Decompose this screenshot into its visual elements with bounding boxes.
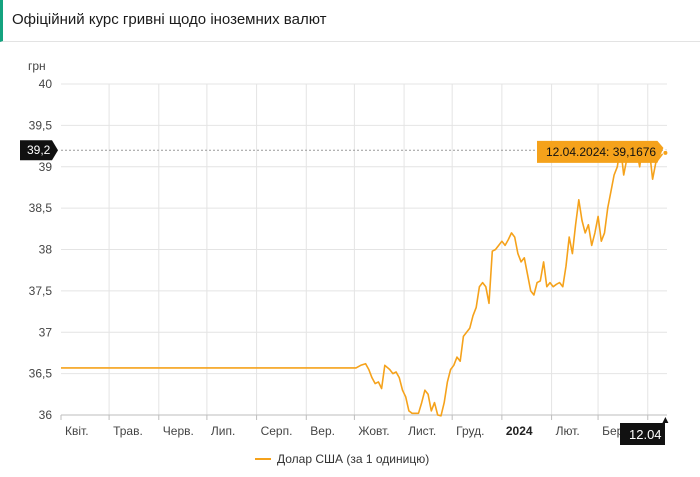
x-tick-label: Квіт. [65,424,89,438]
crosshair-y-value: 39,2 [27,143,51,157]
x-tick-label: Жовт. [358,424,389,438]
page-title: Офіційний курс гривні щодо іноземних вал… [12,11,327,28]
series-line-usd[interactable] [61,141,666,417]
tooltip-box [537,140,664,163]
y-tick-label: 36,5 [29,367,53,381]
y-tick-label: 40 [39,77,53,91]
x-tick-label: Серп. [261,424,293,438]
tooltip-text: 12.04.2024: 39,1676 [546,145,656,159]
y-tick-label: 38,5 [29,201,53,215]
crosshair-x-value: 12.04 [629,427,662,442]
x-tick-label: Груд. [456,424,484,438]
x-tick-label: 2024 [506,424,533,438]
y-tick-label: 37,5 [29,284,53,298]
x-tick-label: Вер. [310,424,335,438]
crosshair-x-badge [620,417,669,445]
y-tick-label: 37 [39,325,53,339]
y-tick-label: 38 [39,243,53,257]
x-tick-label: Лют. [556,424,580,438]
x-tick-label: Трав. [113,424,143,438]
highlight-point[interactable] [662,149,669,156]
y-axis-label: грн [28,59,46,73]
crosshair-y-badge [20,140,58,161]
chart-container: 36 36,5 37 37,5 38 38,5 39 39,5 40 грн Квіт. Трав. Ч… [0,42,700,472]
exchange-rate-chart[interactable]: 36 36,5 37 37,5 38 38,5 39 39,5 40 грн Квіт. Трав. Ч… [0,42,700,472]
x-tick-label: Лист. [408,424,436,438]
page-header: Офіційний курс гривні щодо іноземних вал… [0,0,700,42]
legend-label[interactable]: Долар США (за 1 одиницю) [277,452,429,466]
y-tick-label: 39,5 [29,118,53,132]
x-tick-label: Черв. [163,424,194,438]
y-tick-label: 36 [39,408,53,422]
y-tick-label: 39 [39,160,53,174]
x-tick-label: Лип. [211,424,235,438]
